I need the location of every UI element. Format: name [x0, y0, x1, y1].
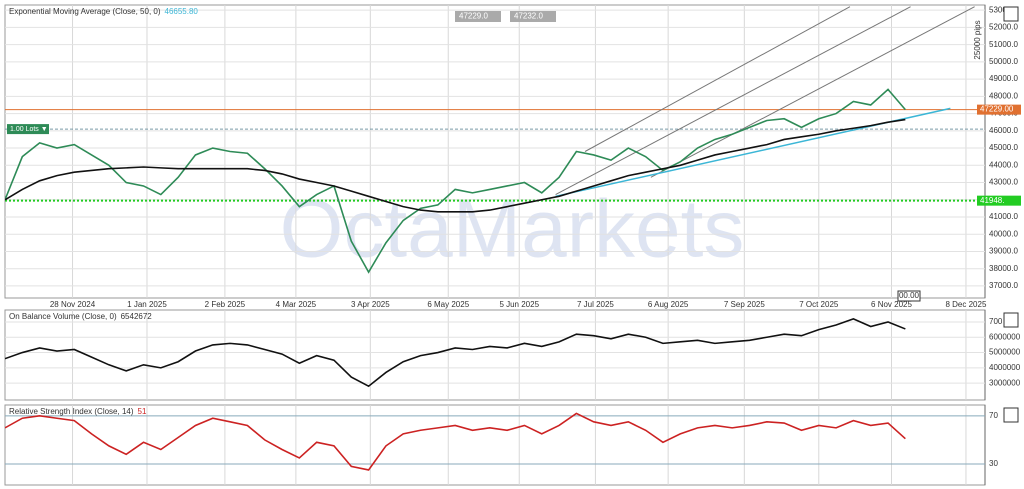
series-line [5, 118, 906, 213]
lot-label: 1.00 Lots ▼ [10, 126, 48, 133]
price-box [455, 11, 501, 22]
pane-title-value: 46655.80 [165, 7, 199, 16]
price-box-label: 47229.0 [459, 12, 488, 21]
pane-button[interactable] [1003, 407, 1019, 423]
pane-title-value: 6542672 [121, 312, 153, 321]
y-tick-label: 44000.0 [989, 160, 1018, 169]
y-tick-label: 41000.0 [989, 212, 1018, 221]
x-tick-label: 28 Nov 2024 [50, 300, 96, 309]
y-tick-label: 43000.0 [989, 178, 1018, 187]
x-tick-label: 4 Mar 2025 [276, 300, 317, 309]
x-tick-label: 6 May 2025 [427, 300, 469, 309]
y-tick-label: 50000.0 [989, 57, 1018, 66]
pane-plot [5, 310, 985, 400]
y-tick-label: 39000.0 [989, 247, 1018, 256]
pane-title: Exponential Moving Average (Close, 50, 0… [9, 7, 161, 16]
price-tag [977, 195, 1021, 206]
pane-button[interactable] [1003, 312, 1019, 328]
watermark: OctaMarkets [280, 184, 745, 275]
y-tick-label: 48000.0 [989, 91, 1018, 100]
pane-title: On Balance Volume (Close, 0) [9, 312, 117, 321]
pane-button[interactable] [1003, 6, 1019, 22]
pane-plot [5, 5, 985, 298]
series-line [5, 318, 906, 388]
y-tick-label: 49000.0 [989, 74, 1018, 83]
price-box [510, 11, 556, 22]
y-tick-label: 38000.0 [989, 264, 1018, 273]
y-tick-label: 70 [989, 411, 998, 420]
scale-label: 25000 pips [973, 20, 982, 59]
trend-line [650, 6, 975, 178]
lot-box[interactable] [7, 124, 49, 135]
y-tick-label: 51000.0 [989, 40, 1018, 49]
trend-line [584, 6, 851, 152]
price-tag-label: 41948. [980, 196, 1004, 205]
y-tick-label: 37000.0 [989, 281, 1018, 290]
x-tick-label: 5 Jun 2025 [499, 300, 539, 309]
series-line [5, 412, 906, 471]
trend-line [555, 6, 911, 196]
y-tick-label: 40000.0 [989, 229, 1018, 238]
x-tick-label: 1 Jan 2025 [127, 300, 167, 309]
price-tag [977, 104, 1021, 115]
pane-title-value: 51 [138, 407, 147, 416]
y-tick-label: 4000000 [989, 363, 1021, 372]
x-tick-label: 3 Apr 2025 [351, 300, 390, 309]
pane-title: Relative Strength Index (Close, 14) [9, 407, 134, 416]
pane-plot [5, 405, 985, 485]
y-tick-label: 3000000 [989, 378, 1021, 387]
cursor-box [897, 290, 921, 302]
y-tick-label: 30 [989, 459, 998, 468]
y-tick-label: 45000.0 [989, 143, 1018, 152]
x-tick-label: 7 Oct 2025 [799, 300, 839, 309]
y-tick-label: 6000000 [989, 332, 1021, 341]
y-tick-label: 5000000 [989, 348, 1021, 357]
y-tick-label: 700 [989, 317, 1003, 326]
x-tick-label: 6 Nov 2025 [871, 300, 912, 309]
x-tick-label: 8 Dec 2025 [945, 300, 986, 309]
y-tick-label: 52000.0 [989, 23, 1018, 32]
price-tag-label: 47229.00 [980, 105, 1014, 114]
x-tick-label: 7 Sep 2025 [724, 300, 765, 309]
x-tick-label: 2 Feb 2025 [205, 300, 246, 309]
x-tick-label: 6 Aug 2025 [648, 300, 689, 309]
price-box-label: 47232.0 [514, 12, 543, 21]
y-tick-label: 46000.0 [989, 126, 1018, 135]
x-tick-label: 7 Jul 2025 [577, 300, 614, 309]
cursor-label: 00.00 [899, 291, 920, 300]
series-line [5, 88, 906, 274]
